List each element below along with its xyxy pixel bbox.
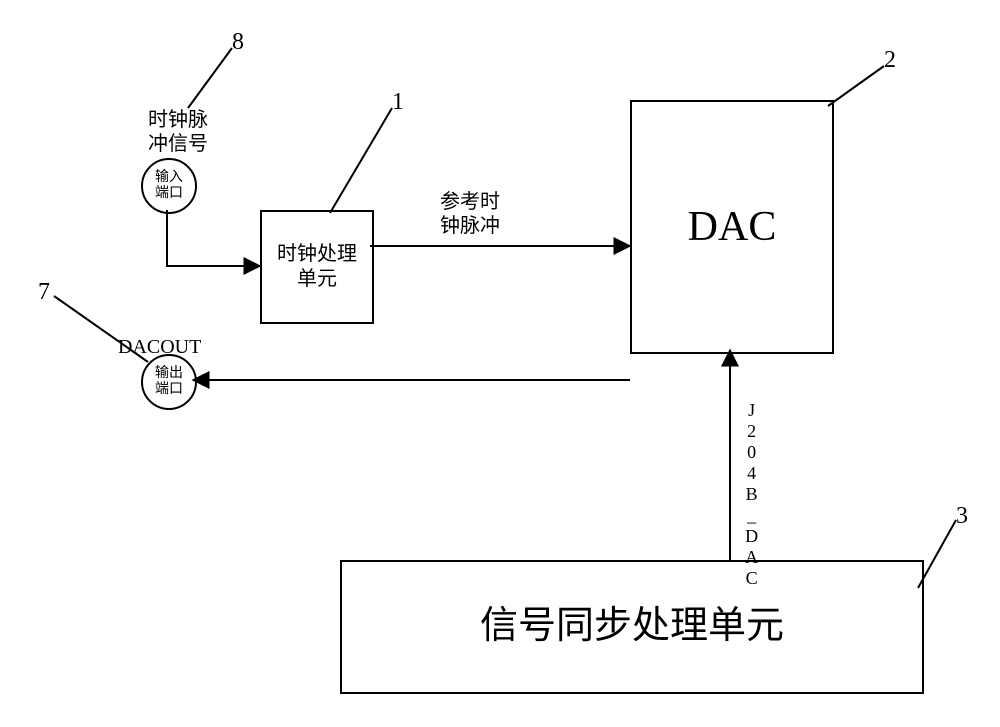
port-output-icon: 输出 端口: [141, 354, 197, 410]
block-clock-unit: 时钟处理 单元: [260, 210, 374, 324]
port-output-label: 输出 端口: [155, 366, 183, 398]
block-dac-label: DAC: [688, 201, 777, 254]
ref-label-1: 1: [392, 88, 404, 117]
ref-label-7: 7: [38, 278, 50, 307]
ref-label-8: 8: [232, 28, 244, 57]
port-output-text: DACOUT: [118, 335, 201, 359]
edge-label-ref-clock: 参考时 钟脉冲: [440, 190, 500, 238]
port-input-text: 时钟脉 冲信号: [148, 108, 208, 156]
edge-label-j204b-dac: J204B_DAC: [740, 400, 762, 589]
diagram-stage: 时钟处理 单元 DAC 信号同步处理单元 输入 端口 输出 端口 时钟脉 冲信号…: [0, 0, 1000, 727]
port-input-icon: 输入 端口: [141, 158, 197, 214]
block-clock-unit-label: 时钟处理 单元: [277, 242, 357, 292]
block-sync-unit-label: 信号同步处理单元: [480, 603, 784, 651]
arrow-input-to-clock: [167, 210, 260, 266]
port-input-label: 输入 端口: [155, 170, 183, 202]
block-sync-unit: 信号同步处理单元: [340, 560, 924, 694]
ref-label-2: 2: [884, 46, 896, 75]
ref-label-3: 3: [956, 502, 968, 531]
block-dac: DAC: [630, 100, 834, 354]
